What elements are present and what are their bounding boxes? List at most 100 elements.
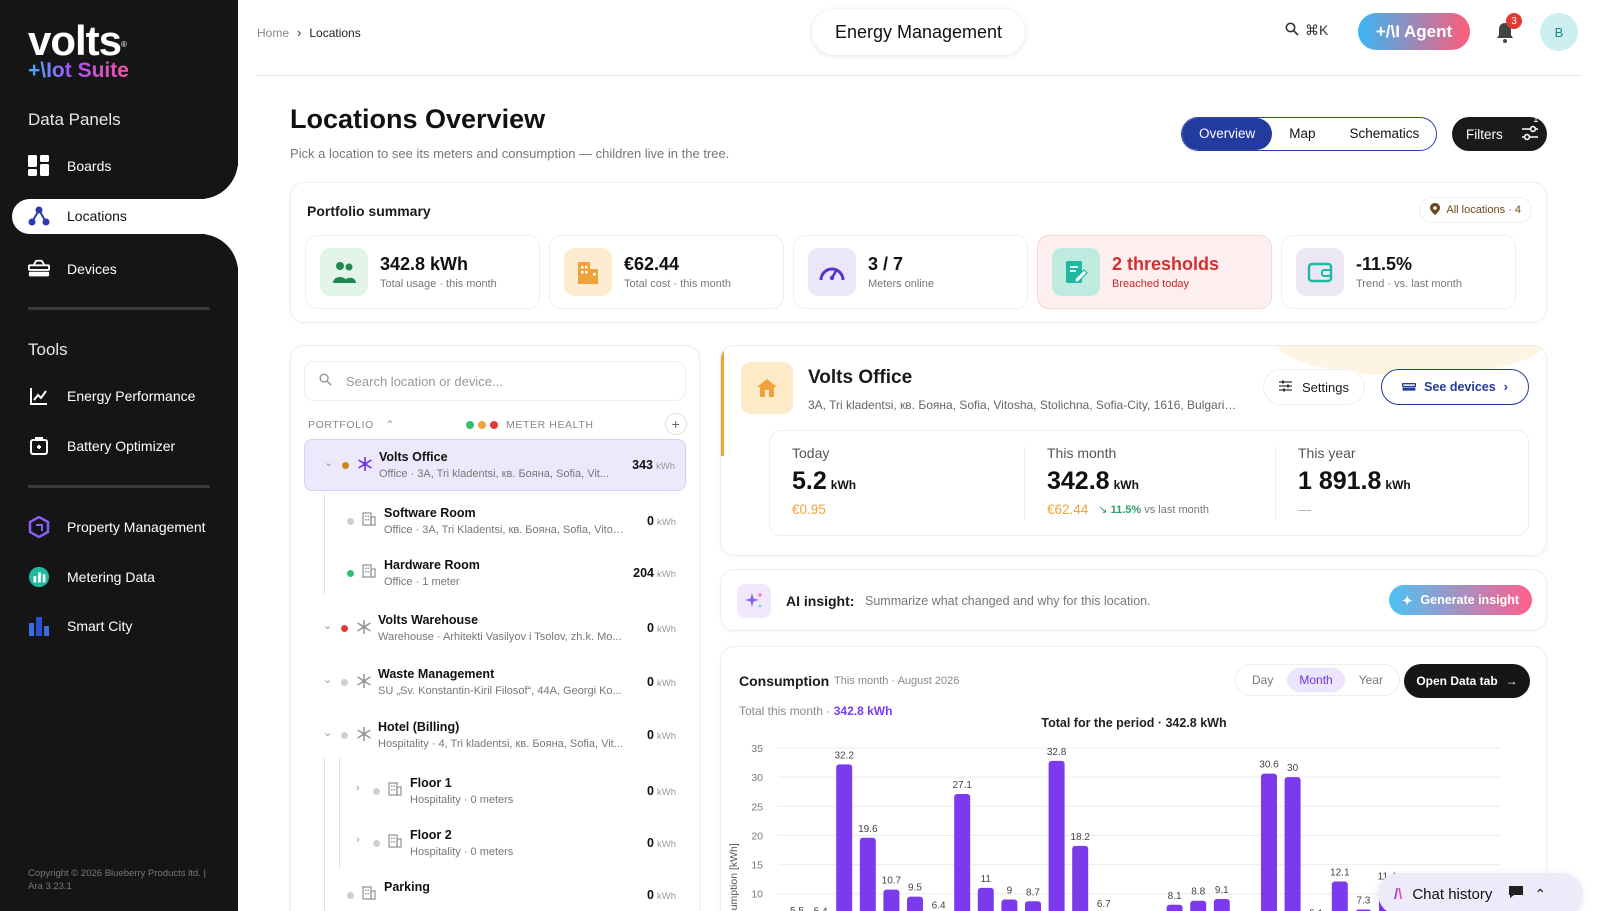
sidebar-item-battery-optimizer[interactable]: Battery Optimizer (12, 426, 238, 466)
sidebar-item-devices[interactable]: Devices (12, 249, 238, 289)
settings-button[interactable]: Settings (1263, 369, 1365, 405)
command-search[interactable]: ⌘K (1285, 22, 1328, 39)
tree-row[interactable]: ⌄ Volts Office Office · 3A, Tri kladentsi,… (304, 439, 686, 491)
tree-row-kwh: 0 (647, 728, 654, 742)
tree-connector (339, 758, 340, 868)
period-label: This month (1047, 445, 1117, 461)
chart-bar (1166, 904, 1183, 911)
sidebar-item-smart-city[interactable]: Smart City (12, 606, 238, 646)
tree-connector (324, 758, 325, 911)
shortcut-label: ⌘K (1305, 22, 1329, 38)
city-icon (28, 615, 50, 637)
chevron-down-icon[interactable]: ⌄ (323, 620, 333, 632)
breadcrumb-home[interactable]: Home (257, 25, 290, 40)
chat-history-label: Chat history (1412, 885, 1493, 903)
bar-value-label: 30.6 (1259, 760, 1279, 771)
stat-label: Total usage · this month (380, 278, 497, 290)
chat-history-button[interactable]: /\ Chat history ⌃ (1378, 873, 1583, 911)
tree-row-value: 0 kWh (647, 728, 676, 742)
tree-row[interactable]: Software Room Office · 3A, Tri Kladentsi,… (304, 496, 686, 548)
insight-label: AI insight: (786, 593, 855, 609)
trend-note: vs last month (1144, 504, 1210, 516)
open-data-tab-label: Open Data tab (1416, 674, 1498, 688)
stat-value: -11.5% (1356, 254, 1413, 274)
chevron-right-icon[interactable]: › (356, 834, 360, 846)
location-search[interactable]: Search location or device... (304, 361, 686, 401)
sidebar-item-boards[interactable]: Boards (12, 146, 238, 186)
tree-row[interactable]: › Floor 2 Hospitality · 0 meters 0 kWh (304, 818, 686, 870)
avatar[interactable]: B (1540, 13, 1578, 51)
tab-overview[interactable]: Overview (1182, 118, 1273, 150)
sidebar-item-label: Boards (67, 158, 112, 174)
chevron-right-icon: › (297, 25, 302, 40)
location-address: 3A, Tri kladentsi, кв. Бояна, Sofia, Vit… (808, 398, 1243, 412)
see-devices-button[interactable]: See devices › (1381, 369, 1529, 405)
health-dot (341, 625, 348, 632)
tree-row-subtitle: Office · 3A, Tri Kladentsi, кв. Бояна, S… (384, 524, 626, 536)
health-dot (373, 840, 380, 847)
agent-icon: /\ (1394, 885, 1403, 903)
sparkles-icon (737, 584, 771, 618)
tree-row-kwh: 343 (632, 458, 653, 472)
chart-bar (1025, 901, 1041, 911)
tree-row-name: Hotel (Billing) (378, 720, 460, 734)
tab-schematics[interactable]: Schematics (1349, 126, 1420, 141)
tree-row[interactable]: ⌄ Volts Warehouse Warehouse · Arhitekti Va… (304, 603, 686, 655)
chart-title: Total for the period · 342.8 kWh (1041, 716, 1226, 730)
agent-button[interactable]: +/\I Agent (1358, 13, 1470, 50)
agent-label: Agent (1403, 21, 1453, 41)
hub-icon (356, 673, 372, 689)
tree-row[interactable]: › Floor 1 Hospitality · 0 meters 0 kWh (304, 766, 686, 818)
range-month[interactable]: Month (1287, 668, 1345, 692)
sidebar-item-label: Smart City (67, 618, 133, 634)
sidebar-item-energy-performance[interactable]: Energy Performance (12, 376, 238, 416)
chevron-down-icon[interactable]: ⌄ (323, 727, 333, 739)
add-location-button[interactable]: + (665, 413, 687, 435)
y-tick-label: 10 (751, 889, 763, 901)
building-icon (388, 782, 404, 798)
building-icon (388, 834, 404, 850)
consumption-total: Total this month · 342.8 kWh (739, 704, 892, 718)
agent-icon: +/\I (1375, 21, 1400, 41)
tree-row[interactable]: Parking 0 kWh (304, 870, 686, 911)
stat-label: Trend · vs. last month (1356, 278, 1462, 290)
stat-thresholds[interactable]: 2 thresholds Breached today (1037, 235, 1272, 309)
chevron-down-icon[interactable]: ⌄ (323, 674, 333, 686)
tree-row[interactable]: Hardware Room Office · 1 meter 204 kWh (304, 548, 686, 600)
building-icon (564, 248, 612, 296)
stat-label: Meters online (868, 278, 935, 290)
app-title: Energy Management (812, 9, 1025, 55)
filters-button[interactable]: Filters (1452, 117, 1547, 151)
page-title: Locations Overview (290, 104, 546, 134)
meter-health-legend: METER HEALTH (466, 419, 594, 431)
tree-row[interactable]: ⌄ Waste Management SU „Sv. Konstantin-Kiri… (304, 657, 686, 709)
tree-row-subtitle: Office · 3A, Tri kladentsi, кв. Бояна, S… (379, 468, 610, 480)
health-dot (373, 788, 380, 795)
chart-bar (1048, 760, 1065, 911)
tree-row-name: Floor 1 (410, 776, 452, 790)
brand-logo[interactable]: volts® +\Iot Suite (28, 20, 129, 82)
sidebar-item-metering-data[interactable]: Metering Data (12, 557, 238, 597)
divider (1275, 447, 1276, 519)
tab-map[interactable]: Map (1289, 126, 1316, 141)
sidebar-item-locations[interactable]: Locations (12, 196, 238, 236)
tree-row-subtitle: SU „Sv. Konstantin-Kiril Filosof“, 44A, … (378, 685, 622, 697)
section-tools: Tools (28, 340, 68, 359)
bar-value-label: 7.3 (1356, 895, 1370, 906)
tree-row-name: Hardware Room (384, 558, 480, 572)
chevron-right-icon[interactable]: › (356, 782, 360, 794)
bar-value-label: 30 (1287, 763, 1299, 774)
tree-row-name: Parking (384, 880, 430, 894)
range-year[interactable]: Year (1358, 673, 1383, 687)
tree-row[interactable]: ⌄ Hotel (Billing) Hospitality · 4, Tri kla… (304, 710, 686, 762)
stat-value: 342.8 kWh (380, 254, 469, 274)
portfolio-sort[interactable]: PORTFOLIO ⌃ (308, 419, 395, 431)
sidebar-item-property-management[interactable]: Property Management (12, 507, 238, 547)
open-data-tab-button[interactable]: Open Data tab → (1404, 664, 1530, 698)
scope-chip[interactable]: All locations · 4 (1419, 197, 1532, 223)
summary-title: Portfolio summary (307, 203, 431, 219)
hub-icon (357, 456, 373, 472)
range-day[interactable]: Day (1252, 673, 1274, 687)
chevron-down-icon[interactable]: ⌄ (324, 457, 334, 469)
generate-insight-button[interactable]: ✦ Generate insight (1389, 585, 1532, 615)
